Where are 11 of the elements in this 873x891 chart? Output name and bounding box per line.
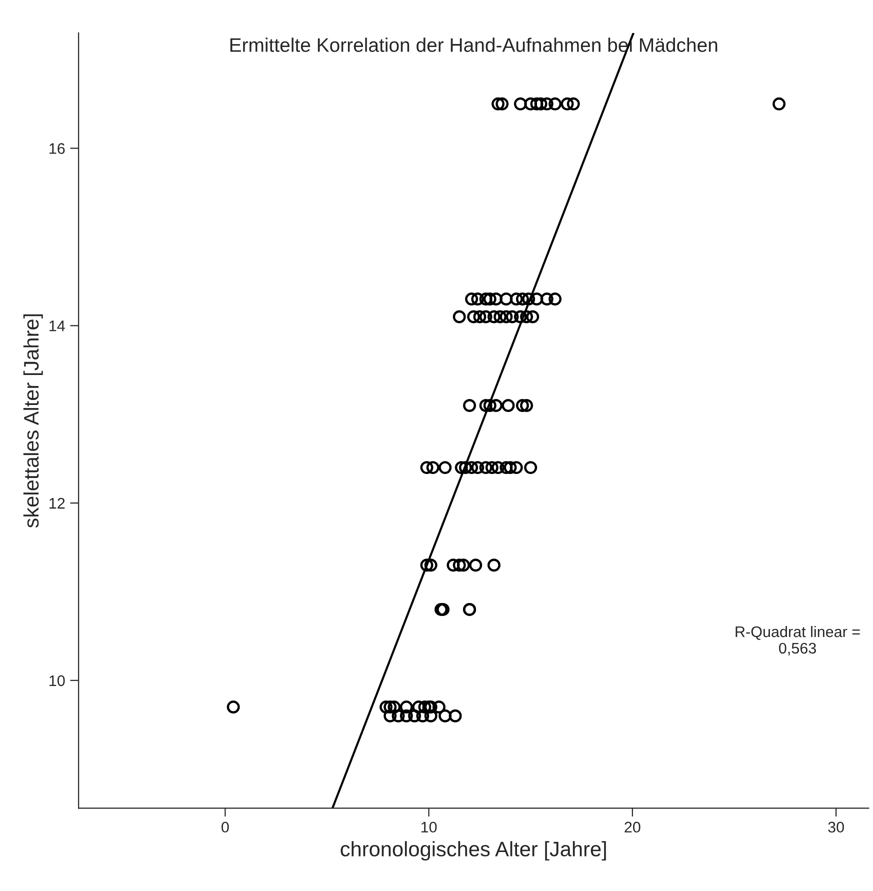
y-tick-label: 14: [50, 320, 65, 332]
x-axis-title: chronologisches Alter [Jahre]: [340, 841, 606, 861]
y-tick-label: 16: [50, 143, 65, 154]
y-tick-label: 12: [50, 498, 65, 509]
x-tick-label: 20: [624, 822, 640, 833]
annotation: R-Quadrat linear = 0,563: [736, 626, 860, 656]
y-tick-label: 10: [50, 675, 65, 686]
x-tick-label: 30: [828, 822, 844, 833]
x-tick-label: 0: [222, 822, 229, 833]
x-tick-label: 10: [421, 822, 437, 833]
y-axis-title: skelettales Alter [Jahre]: [23, 314, 43, 528]
